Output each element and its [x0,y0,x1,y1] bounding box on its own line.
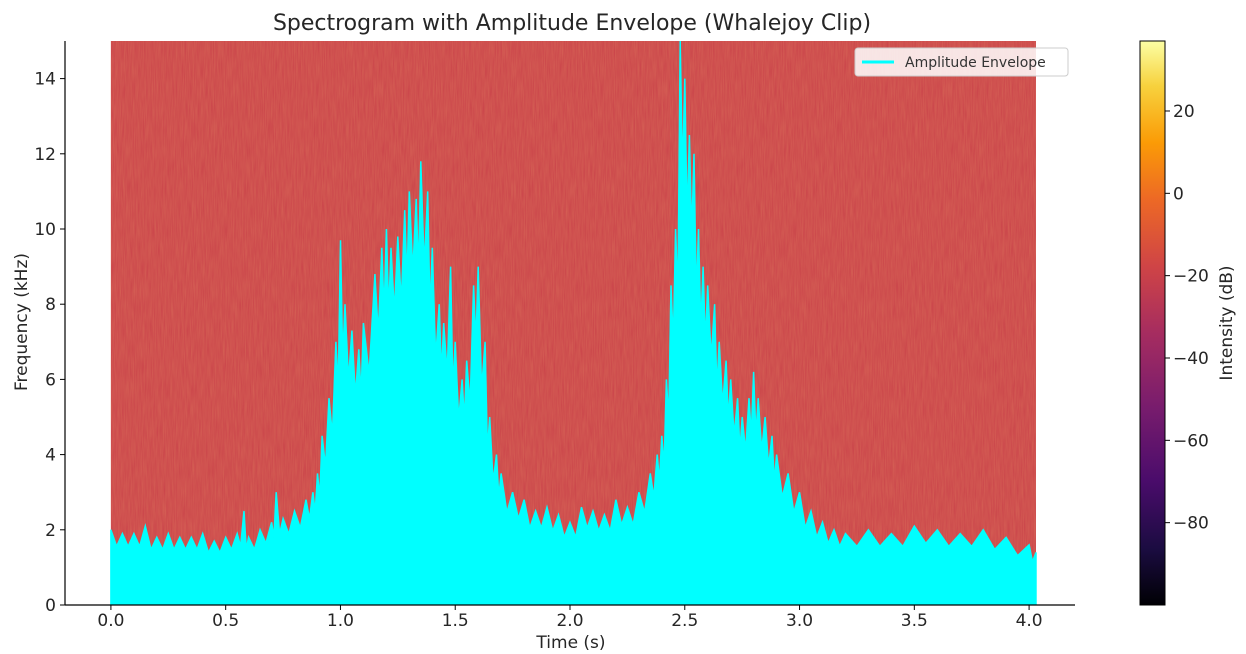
y-tick-label: 0 [45,596,56,616]
y-tick-label: 14 [34,70,56,90]
amplitude-envelope-series [110,41,1037,605]
y-tick-label: 6 [45,370,56,390]
colorbar-tick-label: −40 [1173,349,1209,369]
y-tick-label: 10 [34,220,56,240]
x-tick-label: 2.5 [671,611,698,631]
x-axis-ticks: 0.0 0.5 1.0 1.5 2.0 2.5 3.0 3.5 4.0 [97,605,1043,631]
y-tick-label: 4 [45,446,56,466]
y-axis-ticks: 0 2 4 6 8 10 12 14 [34,70,65,616]
x-tick-label: 0.5 [212,611,239,631]
colorbar-label: Intensity (dB) [1217,265,1237,380]
plot-area [110,41,1037,605]
x-tick-label: 1.0 [327,611,354,631]
y-tick-label: 12 [34,145,56,165]
colorbar-ticks: 20 0 −20 −40 −60 −80 [1165,102,1209,534]
x-tick-label: 0.0 [97,611,124,631]
x-tick-label: 4.0 [1016,611,1043,631]
y-tick-label: 2 [45,521,56,541]
colorbar-tick-label: −80 [1173,514,1209,534]
colorbar-tick-label: −20 [1173,267,1209,287]
x-tick-label: 3.5 [901,611,928,631]
colorbar-tick-label: 0 [1173,184,1184,204]
colorbar-gradient [1139,40,1166,606]
legend-box [854,47,1069,77]
x-tick-label: 2.0 [556,611,583,631]
legend-label-amplitude-envelope: Amplitude Envelope [905,55,1046,71]
legend: Amplitude Envelope [854,47,1069,77]
y-tick-label: 8 [45,295,56,315]
chart-title: Spectrogram with Amplitude Envelope (Wha… [273,11,871,36]
colorbar-tick-label: 20 [1173,102,1195,122]
x-tick-label: 3.0 [786,611,813,631]
colorbar-tick-label: −60 [1173,431,1209,451]
colorbar: 20 0 −20 −40 −60 −80 Intensity (dB) [1139,40,1237,606]
x-tick-label: 1.5 [442,611,469,631]
x-axis-label: Time (s) [535,633,605,653]
y-axis-label: Frequency (kHz) [12,253,32,391]
spectrogram-noise-texture [110,41,1036,605]
